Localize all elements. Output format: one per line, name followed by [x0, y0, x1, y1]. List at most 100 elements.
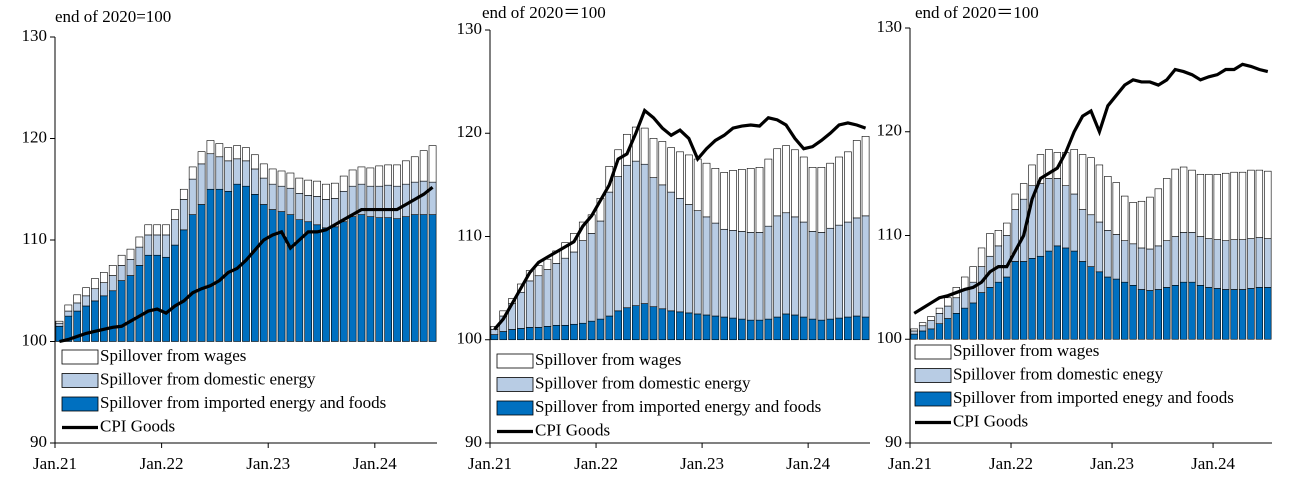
bar-segment: [215, 143, 224, 158]
bar-segment: [910, 333, 918, 340]
bar-segment: [525, 327, 534, 341]
bar-segment: [428, 214, 437, 342]
bar-segment: [1104, 176, 1112, 231]
x-tick-label: Jan.23: [680, 454, 724, 473]
bar-segment: [773, 215, 782, 318]
bar-segment: [233, 183, 241, 342]
bar-segment: [1036, 154, 1045, 184]
bar-segment: [419, 180, 428, 215]
bar-segment: [91, 278, 99, 290]
bar-segment: [117, 280, 126, 342]
bar-segment: [918, 322, 927, 327]
bar-segment: [1095, 164, 1104, 223]
x-tick-label: Jan.24: [1191, 454, 1235, 473]
bar-segment: [251, 194, 259, 342]
bar-segment: [1196, 236, 1205, 286]
bar-segment: [755, 319, 764, 341]
legend-label: CPI Goods: [953, 411, 1028, 430]
bar-segment: [1230, 171, 1238, 240]
bar-segment: [935, 313, 944, 324]
bar-segment: [1062, 247, 1070, 340]
bar-segment: [685, 312, 693, 341]
bar-segment: [711, 168, 720, 224]
bar-segment: [543, 269, 552, 327]
x-tick-label: Jan.21: [33, 454, 77, 473]
bar-segment: [410, 214, 419, 342]
bar-segment: [179, 188, 188, 200]
bar-segment: [1238, 171, 1247, 240]
bar-segment: [1238, 289, 1247, 340]
bar-segment: [1154, 289, 1163, 340]
bar-segment: [835, 224, 843, 319]
bar-segment: [1213, 173, 1221, 240]
bar-segment: [852, 217, 861, 317]
bar-segment: [197, 204, 206, 342]
bar-segment: [782, 145, 790, 214]
bar-segment: [1213, 288, 1221, 340]
legend-label: Spillover from wages: [535, 350, 681, 369]
bar-segment: [817, 319, 826, 341]
bar-segment: [402, 183, 410, 217]
bar-segment: [1028, 164, 1036, 186]
bar-segment: [631, 305, 640, 341]
bar-segment: [100, 272, 108, 283]
bar-segment: [1137, 247, 1146, 290]
bar-segment: [808, 318, 817, 341]
bar-segment: [587, 320, 596, 341]
bar-segment: [1112, 182, 1120, 235]
cpi-line: [913, 62, 1269, 315]
bar-segment: [295, 177, 304, 194]
x-tick-label: Jan.24: [786, 454, 830, 473]
bar-segment: [1053, 245, 1061, 340]
bar-segment: [1179, 281, 1188, 340]
bar-segment: [1188, 232, 1196, 283]
bar-segment: [738, 169, 746, 232]
bar-segment: [720, 228, 729, 318]
bar-segment: [1003, 235, 1011, 278]
bar-segment: [658, 184, 667, 310]
x-tick-label: Jan.24: [353, 454, 397, 473]
bar-segment: [144, 254, 153, 342]
bar-segment: [543, 326, 552, 341]
bar-segment: [73, 294, 82, 304]
bar-segment: [428, 181, 437, 215]
bar-segment: [91, 300, 99, 342]
chart-title: end of 2020＝100: [482, 3, 606, 22]
bar-segment: [649, 306, 658, 341]
bar-segment: [861, 136, 870, 217]
bar-segment: [640, 127, 649, 165]
bar-segment: [969, 266, 977, 283]
bar-segment: [561, 257, 569, 326]
bar-segment: [1129, 284, 1137, 340]
bar-segment: [1255, 287, 1264, 340]
y-tick-label: 90: [30, 432, 47, 451]
bar-segment: [791, 216, 799, 316]
bar-segment: [1045, 250, 1053, 340]
bar-segment: [1070, 193, 1078, 252]
bar-segment: [1163, 287, 1171, 340]
y-tick-label: 130: [877, 17, 903, 36]
bar-segment: [1255, 237, 1264, 288]
bar-segment: [375, 217, 384, 342]
bar-segment: [738, 318, 746, 341]
bar-segment: [64, 304, 73, 312]
bar-segment: [162, 224, 170, 236]
legend-swatch: [914, 368, 952, 383]
bar-segment: [729, 170, 737, 231]
bar-segment: [304, 179, 313, 196]
bar-segment: [100, 295, 108, 342]
bar-segment: [171, 219, 179, 246]
bar-segment: [1121, 195, 1129, 241]
bar-segment: [1205, 287, 1213, 340]
bar-segment: [552, 324, 561, 341]
bar-segment: [251, 154, 259, 170]
bar-segment: [667, 310, 675, 341]
bar-segment: [614, 310, 622, 341]
bar-segment: [1112, 278, 1120, 340]
bar-segment: [1078, 261, 1087, 340]
bar-segment: [986, 287, 994, 340]
y-tick-label: 110: [457, 225, 482, 244]
bar-segment: [1205, 173, 1213, 239]
bar-segment: [1264, 170, 1272, 239]
